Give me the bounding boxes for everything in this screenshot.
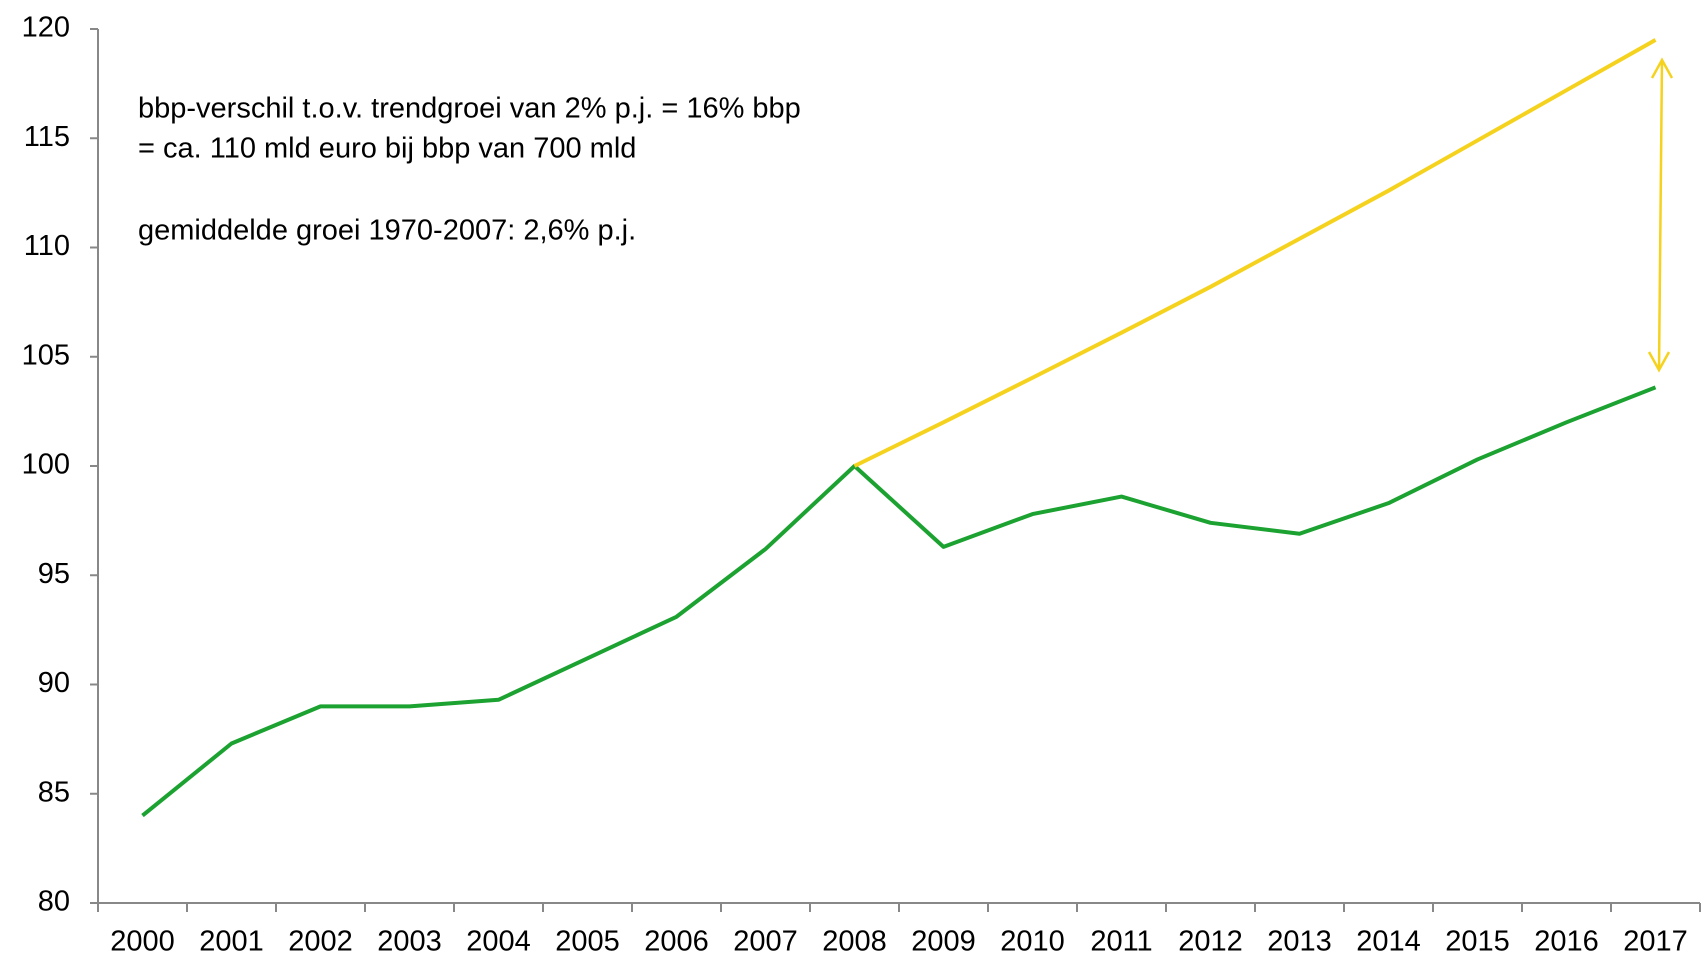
double-arrow xyxy=(1647,57,1674,373)
x-tick-label: 2009 xyxy=(911,926,976,958)
annotation: bbp-verschil t.o.v. trendgroei van 2% p.… xyxy=(138,93,801,125)
x-tick-label: 2000 xyxy=(110,926,175,958)
x-tick-label: 2016 xyxy=(1534,926,1599,958)
x-tick-label: 2012 xyxy=(1178,926,1243,958)
y-tick-label: 100 xyxy=(22,449,70,481)
y-tick-label: 95 xyxy=(38,558,70,590)
x-tick-label: 2014 xyxy=(1356,926,1421,958)
y-tick-label: 115 xyxy=(24,121,70,153)
annotation: gemiddelde groei 1970-2007: 2,6% p.j. xyxy=(138,215,636,247)
x-tick-label: 2005 xyxy=(555,926,620,958)
x-tick-label: 2017 xyxy=(1623,926,1688,958)
y-tick-label: 85 xyxy=(38,776,70,808)
x-tick-label: 2015 xyxy=(1445,926,1510,958)
x-tick-label: 2002 xyxy=(288,926,353,958)
x-tick-label: 2013 xyxy=(1267,926,1332,958)
x-tick-label: 2010 xyxy=(1000,926,1065,958)
annotation: = ca. 110 mld euro bij bbp van 700 mld xyxy=(138,133,636,165)
x-tick-label: 2006 xyxy=(644,926,709,958)
series-line xyxy=(853,38,1657,468)
y-tick-label: 120 xyxy=(22,12,70,44)
y-tick-label: 90 xyxy=(38,667,70,699)
x-tick-label: 2011 xyxy=(1090,926,1152,958)
y-tick-label: 110 xyxy=(24,230,70,262)
series-line xyxy=(141,385,1657,818)
x-tick-label: 2004 xyxy=(466,926,531,958)
x-tick-label: 2001 xyxy=(199,926,264,958)
y-tick-label: 105 xyxy=(22,339,70,371)
x-tick-label: 2008 xyxy=(822,926,887,958)
y-tick-label: 80 xyxy=(38,886,70,918)
x-tick-label: 2003 xyxy=(377,926,442,958)
x-tick-label: 2007 xyxy=(733,926,798,958)
